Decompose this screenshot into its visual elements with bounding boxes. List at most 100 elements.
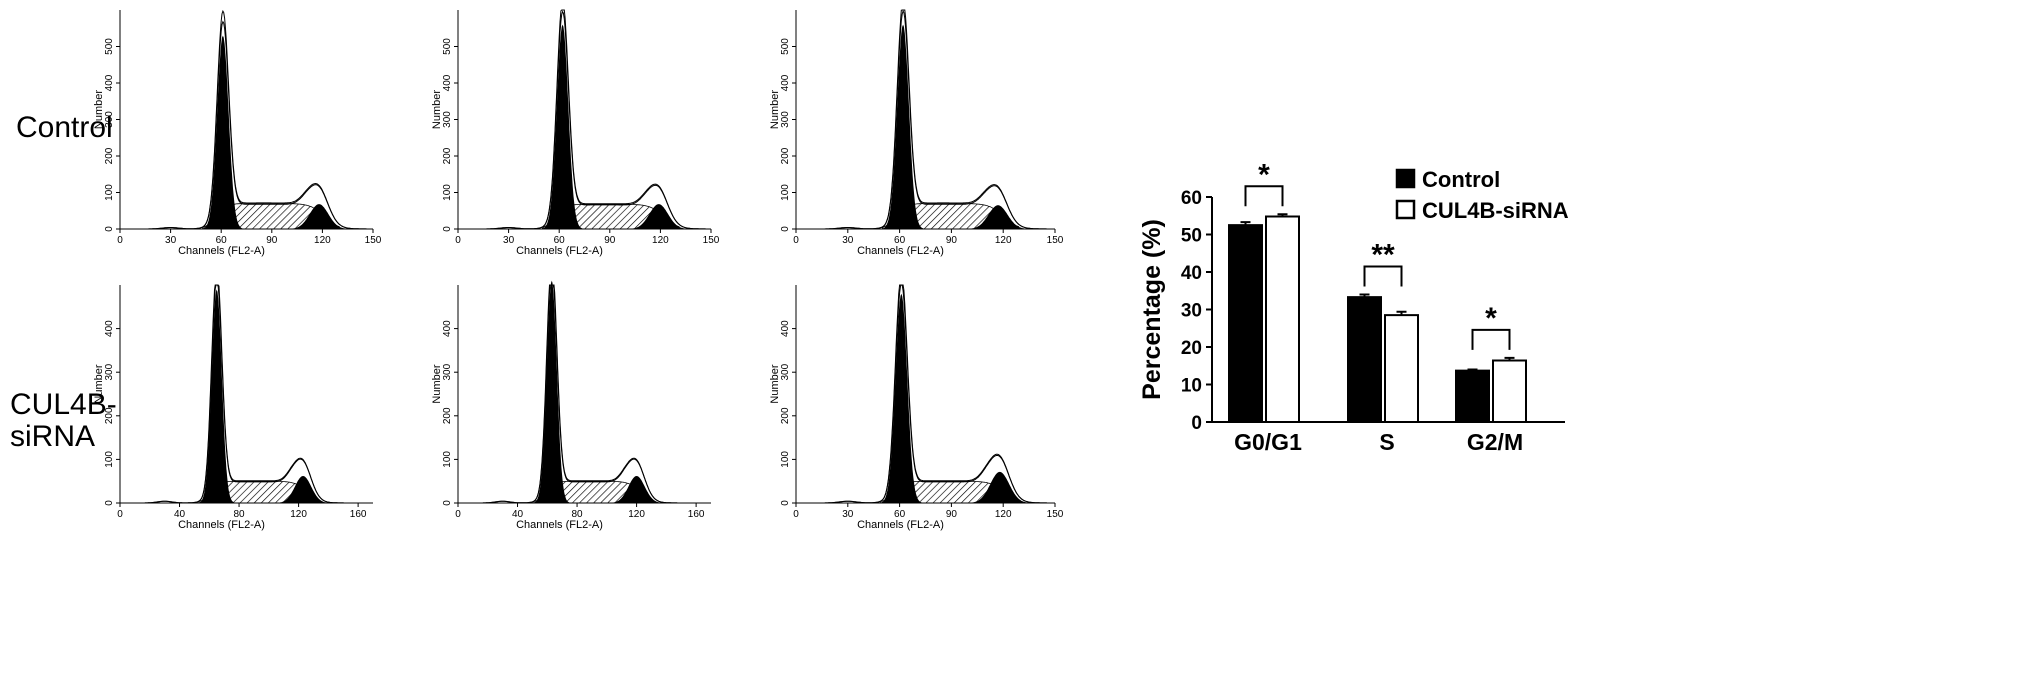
y-tick-label: 300 (442, 111, 453, 128)
bar (1265, 215, 1300, 423)
significance-bracket (1363, 265, 1403, 287)
x-tick-label: 40 (174, 509, 186, 520)
legend-label: CUL4B-siRNA (1422, 198, 1569, 223)
x-tick-label: 150 (703, 235, 720, 246)
histogram-outline (458, 284, 711, 504)
y-tick-label: 100 (104, 451, 115, 468)
y-axis-title: Number (769, 90, 781, 129)
y-axis-title: Number (431, 364, 443, 403)
bar-y-tick-label: 0 (1191, 413, 1202, 434)
y-tick-label: 300 (104, 111, 115, 128)
g1-peak-area (530, 280, 573, 503)
x-tick-label: 120 (290, 509, 307, 520)
x-tick-label: 90 (946, 235, 958, 246)
g2-peak-area (972, 471, 1031, 503)
x-tick-label: 30 (165, 235, 177, 246)
histogram-outline (120, 20, 373, 230)
x-tick-label: 60 (894, 509, 906, 520)
g1-peak-area (195, 289, 238, 503)
bar-y-tick-label: 30 (1181, 301, 1202, 322)
bar (1228, 224, 1263, 423)
y-tick-label: 300 (104, 363, 115, 380)
significance-mark: * (1258, 158, 1270, 191)
histogram-panel-6: 0 30 60 90 120 150 0 100 200 300 400 Channels (FL2-… (769, 284, 1064, 531)
x-tick-label: 30 (842, 235, 854, 246)
x-tick-label: 120 (314, 235, 331, 246)
x-axis-title: Channels (FL2-A) (516, 519, 603, 531)
histogram-panel-1: 0 30 60 90 120 150 0 100 200 300 400 500 Channels (F… (93, 9, 382, 257)
y-tick-label: 0 (442, 500, 453, 506)
x-tick-label: 90 (604, 235, 616, 246)
bar-y-tick-label: 60 (1181, 188, 1202, 209)
histogram-outline (458, 9, 711, 230)
x-tick-label: 150 (365, 235, 382, 246)
x-tick-label: 40 (512, 509, 524, 520)
y-axis-title: Number (769, 364, 781, 403)
x-tick-label: 120 (995, 235, 1012, 246)
y-tick-label: 0 (104, 500, 115, 506)
bar (1492, 359, 1527, 423)
g1-peak-area (538, 24, 587, 229)
y-tick-label: 100 (780, 451, 791, 468)
y-tick-label: 400 (780, 74, 791, 91)
y-tick-label: 500 (442, 38, 453, 55)
bar (1455, 369, 1490, 423)
g2-peak-area (292, 204, 350, 229)
histogram-outline (458, 10, 711, 230)
histogram-outline (458, 284, 711, 504)
x-tick-label: 60 (554, 235, 566, 246)
g1-peak-area (877, 293, 926, 503)
y-tick-label: 400 (780, 320, 791, 337)
histogram-outline (120, 9, 373, 230)
x-tick-label: 80 (233, 509, 245, 520)
x-tick-label: 0 (455, 509, 461, 520)
y-tick-label: 300 (780, 363, 791, 380)
bar-category-label: S (1379, 429, 1394, 455)
y-tick-label: 0 (442, 226, 453, 232)
y-tick-label: 400 (442, 320, 453, 337)
x-tick-label: 120 (652, 235, 669, 246)
legend-swatch (1395, 199, 1416, 220)
y-tick-label: 0 (780, 500, 791, 506)
significance-mark: ** (1371, 239, 1395, 272)
y-tick-label: 500 (104, 38, 115, 55)
y-tick-label: 200 (104, 147, 115, 164)
g2-peak-area (970, 205, 1030, 229)
y-axis-title: Number (93, 90, 105, 129)
x-tick-label: 90 (266, 235, 278, 246)
bar-y-tick-label: 50 (1181, 226, 1202, 247)
histogram-outline (120, 284, 373, 504)
x-axis-title: Channels (FL2-A) (857, 245, 944, 257)
significance-mark: * (1485, 302, 1497, 335)
x-tick-label: 30 (503, 235, 515, 246)
x-tick-label: 0 (117, 235, 123, 246)
x-tick-label: 120 (995, 509, 1012, 520)
histogram-panel-4: 0 40 80 120 160 0 100 200 300 400 Channels (FL2-A)… (93, 284, 373, 531)
bar-y-axis-title: Percentage (%) (1138, 219, 1166, 400)
histogram-panel-3: 0 30 60 90 120 150 0 100 200 300 400 500 Channels (F… (769, 9, 1064, 257)
bar-category-label: G2/M (1467, 429, 1523, 455)
y-tick-label: 200 (104, 407, 115, 424)
y-tick-label: 300 (442, 363, 453, 380)
y-tick-label: 500 (780, 38, 791, 55)
x-tick-label: 0 (793, 509, 799, 520)
x-tick-label: 160 (688, 509, 705, 520)
y-tick-label: 200 (780, 147, 791, 164)
bar-y-tick-label: 20 (1181, 338, 1202, 359)
y-tick-label: 100 (104, 184, 115, 201)
g2-peak-area (612, 476, 664, 503)
x-tick-label: 60 (216, 235, 228, 246)
x-tick-label: 0 (117, 509, 123, 520)
g1-peak-area (878, 24, 928, 229)
x-axis-title: Channels (FL2-A) (178, 245, 265, 257)
y-tick-label: 100 (442, 451, 453, 468)
legend-label: Control (1422, 167, 1500, 192)
bar (1347, 296, 1382, 423)
y-tick-label: 100 (442, 184, 453, 201)
y-axis-title: Number (93, 364, 105, 403)
y-tick-label: 200 (442, 407, 453, 424)
bar-y-tick-label: 40 (1181, 263, 1202, 284)
x-tick-label: 150 (1047, 509, 1064, 520)
x-tick-label: 0 (793, 235, 799, 246)
bar-chart: 0 10 20 30 40 50 60 Percentage (%) G0/G1 * S ** G2/M… (1138, 158, 1569, 455)
